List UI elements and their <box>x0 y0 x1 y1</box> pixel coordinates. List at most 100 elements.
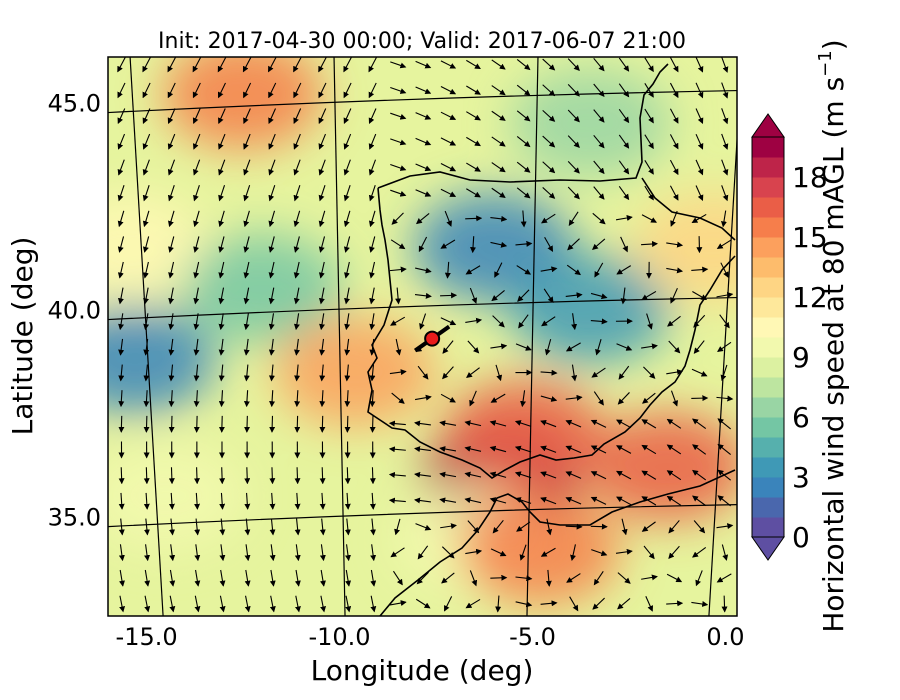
wind-vector-arrow <box>641 496 657 506</box>
wind-vector-arrow <box>193 185 200 202</box>
wind-vector-arrow <box>415 189 432 197</box>
colorbar-segment <box>752 277 784 298</box>
wind-vector-arrow <box>319 492 326 510</box>
wind-vector-arrow <box>318 287 325 305</box>
wind-vector-arrow <box>641 343 658 350</box>
wind-vector-arrow <box>268 82 277 99</box>
wind-vector-arrow <box>666 369 684 376</box>
wind-speed-region <box>587 411 737 522</box>
wind-vector-arrow <box>168 287 175 305</box>
wind-vector-arrow <box>268 236 275 253</box>
y-tick-label: 40.0 <box>48 297 101 325</box>
wind-vector-arrow <box>644 185 654 201</box>
wind-vector-arrow <box>440 111 457 120</box>
wind-vector-arrow <box>618 83 630 98</box>
wind-vector-arrow <box>218 108 226 125</box>
wind-vector-arrow <box>666 470 682 481</box>
wind-vector-arrow <box>417 545 429 560</box>
wind-vector-arrow <box>590 445 607 454</box>
colorbar-segment <box>752 457 784 478</box>
wind-vector-arrow <box>192 108 201 125</box>
wind-vector-arrow <box>390 189 407 197</box>
wind-vector-arrow <box>467 520 480 534</box>
wind-vector-arrow <box>218 390 225 408</box>
wind-vector-arrow <box>716 395 734 402</box>
wind-vector-arrow <box>464 420 482 427</box>
colorbar-segment <box>752 177 784 198</box>
wind-vector-arrow <box>389 369 407 376</box>
wind-vector-arrow <box>540 445 557 453</box>
meridian-line <box>129 57 164 616</box>
colorbar-label-exponent: −1 <box>815 50 836 77</box>
wind-vector-arrow <box>617 597 631 610</box>
wind-vector-arrow <box>370 569 377 587</box>
wind-vector-arrow <box>440 137 457 146</box>
wind-vector-arrow <box>617 392 630 405</box>
wind-vector-arrow <box>118 544 125 562</box>
wind-vector-arrow <box>440 292 458 299</box>
wind-vector-arrow <box>193 313 200 331</box>
wind-vector-arrow <box>543 288 554 304</box>
wind-vector-arrow <box>644 83 654 98</box>
wind-vector-arrow <box>414 446 431 453</box>
wind-vector-arrow <box>466 136 481 147</box>
wind-vector-arrow <box>466 111 481 121</box>
wind-vector-arrow <box>716 523 734 530</box>
wind-vector-arrow <box>618 365 630 380</box>
wind-vector-arrow <box>669 108 679 124</box>
wind-vector-arrow <box>516 59 531 71</box>
colorbar-tick-label: 12 <box>792 281 828 314</box>
x-tick-label: 0.0 <box>706 623 744 651</box>
wind-vector-arrow <box>491 85 506 96</box>
y-axis-label: Latitude (deg) <box>6 237 39 436</box>
wind-vector-arrow <box>670 287 678 304</box>
wind-vector-arrow <box>415 137 432 146</box>
wind-vector-arrow <box>489 445 507 453</box>
wind-vector-arrow <box>345 595 352 613</box>
wind-vector-arrow <box>218 210 225 228</box>
wind-vector-arrow <box>641 290 657 301</box>
wind-vector-arrow <box>668 520 680 534</box>
wind-vector-arrow <box>540 497 557 505</box>
wind-vector-arrow <box>716 292 734 298</box>
wind-vector-arrow <box>514 497 532 504</box>
wind-vector-arrow <box>567 135 580 148</box>
wind-vector-arrow <box>591 238 606 251</box>
wind-vector-arrow <box>268 57 277 73</box>
wind-vector-arrow <box>243 338 250 356</box>
wind-vector-arrow <box>721 159 729 176</box>
wind-vector-arrow <box>142 82 151 99</box>
wind-vector-arrow <box>318 57 327 73</box>
wind-vector-arrow <box>269 518 276 536</box>
wind-vector-arrow <box>293 313 300 331</box>
x-axis-label: Longitude (deg) <box>311 654 534 687</box>
wind-vector-arrow <box>644 160 654 175</box>
colorbar-segments <box>752 137 784 538</box>
wind-vector-arrow <box>566 264 581 276</box>
wind-speed-region <box>108 192 208 303</box>
wind-vector-arrow <box>414 497 431 504</box>
wind-vector-arrow <box>469 390 477 407</box>
wind-vector-arrow <box>143 338 150 356</box>
wind-vector-arrow <box>117 133 126 150</box>
wind-vector-arrow <box>489 420 507 427</box>
wind-vector-arrow <box>344 338 351 356</box>
wind-vector-arrow <box>194 595 201 613</box>
wind-vector-arrow <box>268 338 275 356</box>
wind-vector-arrow <box>644 108 654 124</box>
wind-vector-arrow <box>415 267 432 274</box>
wind-vector-arrow <box>343 236 351 253</box>
wind-vector-arrow <box>268 133 276 150</box>
wind-vector-arrow <box>540 471 557 479</box>
wind-vector-arrow <box>293 236 300 253</box>
wind-vector-arrow <box>192 133 201 150</box>
wind-vector-arrow <box>595 339 602 356</box>
wind-vector-arrow <box>641 214 657 223</box>
wind-vector-arrow <box>390 316 406 326</box>
wind-vector-arrow <box>721 544 729 561</box>
wind-vector-arrow <box>343 210 351 228</box>
wind-vector-arrow <box>716 573 732 583</box>
wind-vector-arrow <box>691 368 708 377</box>
wind-speed-region <box>108 440 246 551</box>
wind-vector-arrow <box>593 186 605 200</box>
